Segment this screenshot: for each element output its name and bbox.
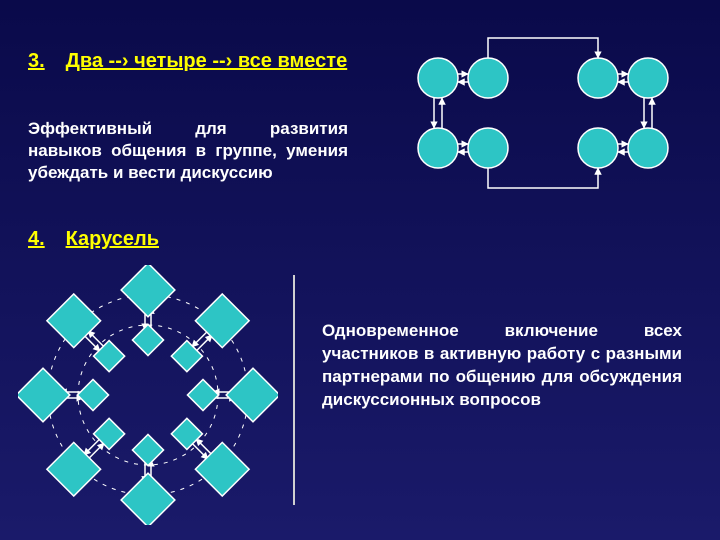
vertical-divider: [293, 275, 295, 505]
section-4-body: Одновременное включение всех участников …: [322, 320, 682, 412]
carousel-diagram: [18, 265, 278, 525]
two-four-all-diagram: [378, 18, 708, 208]
section-4-title: Карусель: [66, 228, 159, 250]
section-3-number: 3.: [28, 50, 45, 72]
slide: 3. Два --› четыре --› все вместе Эффекти…: [0, 0, 720, 540]
section-4-heading-block: 4. Карусель: [28, 228, 348, 251]
section-3-body: Эффективный для развития навыков общения…: [28, 118, 348, 184]
section-3-heading-block: 3. Два --› четыре --› все вместе: [28, 50, 348, 73]
section-3-title: Два --› четыре --› все вместе: [66, 50, 348, 72]
section-4-number: 4.: [28, 228, 45, 250]
